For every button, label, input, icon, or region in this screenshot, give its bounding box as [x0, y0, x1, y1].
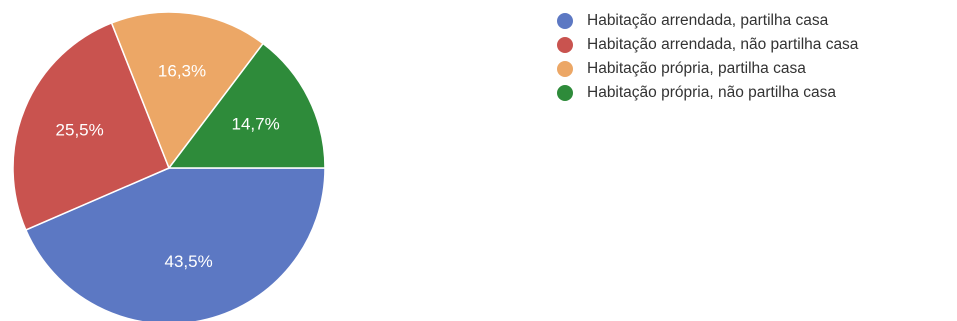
legend-label: Habitação própria, não partilha casa [587, 84, 837, 101]
slice-percent-label: 43,5% [165, 252, 213, 271]
legend-item[interactable]: Habitação arrendada, não partilha casa [557, 33, 858, 57]
legend-dot-icon [557, 37, 573, 53]
legend-item[interactable]: Habitação arrendada, partilha casa [557, 9, 858, 33]
legend-item[interactable]: Habitação própria, não partilha casa [557, 81, 858, 105]
slice-propria-nao-partilha[interactable] [167, 42, 326, 169]
legend-label: Habitação própria, partilha casa [587, 60, 806, 77]
legend-dot-icon [557, 61, 573, 77]
slice-propria-partilha[interactable] [110, 11, 265, 170]
pie-chart: 43,5% 25,5% 16,3% 14,7% [12, 11, 326, 321]
slice-percent-label: 14,7% [231, 114, 279, 133]
legend-item[interactable]: Habitação própria, partilha casa [557, 57, 858, 81]
slice-arrendada-nao-partilha[interactable] [12, 21, 170, 231]
legend-label: Habitação arrendada, não partilha casa [587, 36, 859, 53]
legend-label: Habitação arrendada, partilha casa [587, 12, 829, 29]
legend: Habitação arrendada, partilha casa Habit… [557, 9, 858, 105]
legend-dot-icon [557, 13, 573, 29]
legend-dot-icon [557, 85, 573, 101]
slice-percent-label: 25,5% [56, 120, 104, 139]
slice-percent-label: 16,3% [158, 62, 206, 81]
